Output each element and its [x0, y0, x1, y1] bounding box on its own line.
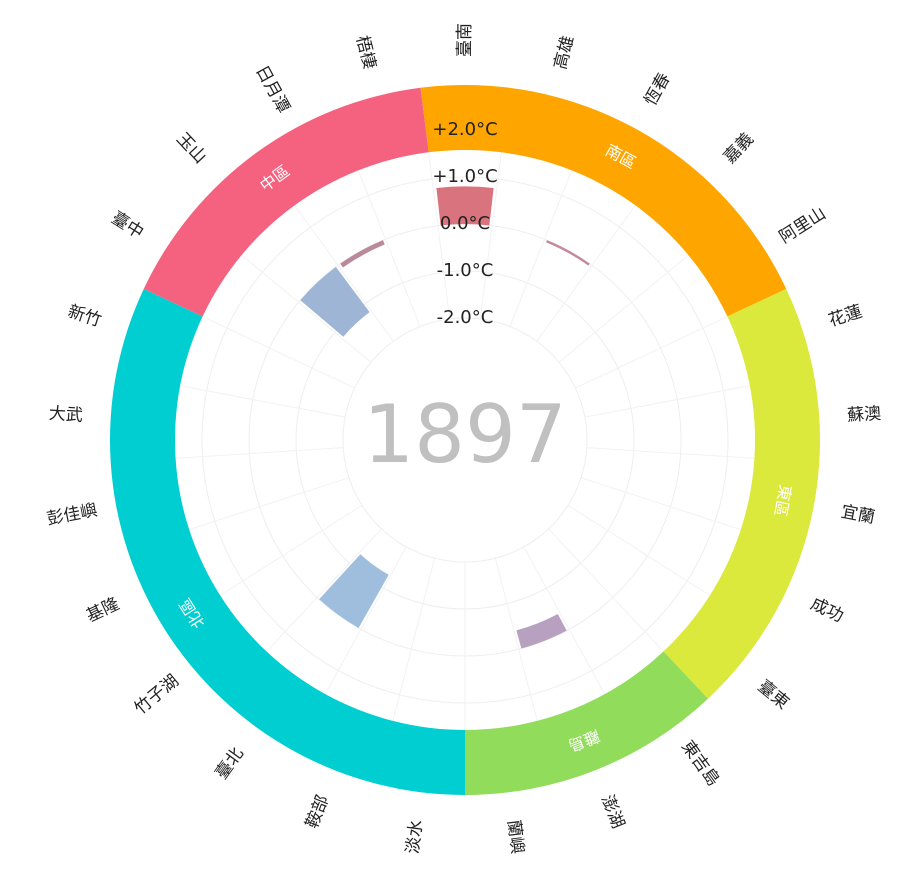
station-label: 臺中	[108, 208, 147, 243]
grid-spoke	[509, 170, 573, 327]
grid-spoke	[494, 558, 538, 722]
region-band	[109, 288, 465, 795]
bar	[319, 554, 389, 628]
grid-spoke	[294, 205, 394, 342]
grid-spoke	[536, 205, 636, 342]
grid-spoke	[558, 254, 689, 363]
station-label: 宜蘭	[839, 502, 876, 528]
bar	[516, 613, 567, 649]
station-label: 臺北	[212, 744, 248, 783]
station-label: 澎湖	[597, 792, 628, 831]
station-label: 東吉島	[677, 737, 723, 790]
station-label: 臺東	[754, 676, 793, 713]
region-band	[465, 651, 709, 795]
station-label: 日月潭	[251, 62, 293, 116]
bar	[300, 266, 370, 337]
y-tick-label: -1.0°C	[437, 260, 494, 281]
bar	[546, 240, 590, 266]
station-label: 蘭嶼	[503, 819, 527, 855]
station-label: 玉山	[172, 129, 210, 167]
station-label: 梧棲	[352, 34, 380, 72]
station-label: 高雄	[551, 34, 579, 72]
grid-spoke	[175, 447, 344, 459]
station-label: 嘉義	[720, 129, 758, 167]
grid-spoke	[189, 477, 350, 531]
grid-spoke	[428, 152, 451, 320]
station-label: 阿里山	[776, 204, 830, 248]
grid-spoke	[479, 152, 502, 320]
station-label: 彭佳嶼	[45, 500, 99, 529]
grid-spoke	[180, 385, 346, 418]
grid-spoke	[586, 447, 755, 459]
station-label: 成功	[807, 594, 846, 627]
station-label: 臺南	[455, 23, 475, 57]
grid-spoke	[523, 546, 606, 695]
grid-spoke	[266, 528, 382, 652]
station-label: 蘇澳	[847, 404, 882, 426]
station-label: 竹子湖	[131, 671, 183, 719]
region-band	[143, 87, 429, 317]
station-label: 恆春	[641, 70, 675, 109]
grid-spoke	[584, 385, 750, 418]
station-label: 大武	[48, 404, 83, 426]
grid-spoke	[392, 558, 436, 722]
y-tick-label: -2.0°C	[437, 307, 494, 328]
grid-spoke	[575, 316, 728, 389]
bar	[340, 240, 385, 268]
region-band	[420, 85, 787, 317]
bar	[436, 186, 494, 226]
y-tick-label: 0.0°C	[440, 213, 490, 234]
grid-spoke	[202, 316, 355, 389]
grid-spoke	[567, 504, 711, 596]
grid-spoke	[580, 477, 741, 531]
grid-spoke	[357, 170, 421, 327]
grid-spoke	[219, 504, 363, 596]
y-tick-label: +2.0°C	[432, 119, 497, 140]
station-label: 基隆	[83, 594, 122, 627]
station-label: 鞍部	[302, 792, 333, 831]
station-label: 淡水	[403, 819, 427, 855]
region-band	[663, 288, 820, 699]
station-label: 新竹	[65, 302, 104, 332]
grid-spoke	[241, 254, 372, 363]
grid-spoke	[548, 528, 664, 652]
chart-title: 1897	[363, 388, 567, 481]
y-tick-label: +1.0°C	[432, 166, 497, 187]
grid-spoke	[324, 546, 407, 695]
station-label: 花蓮	[826, 302, 865, 332]
